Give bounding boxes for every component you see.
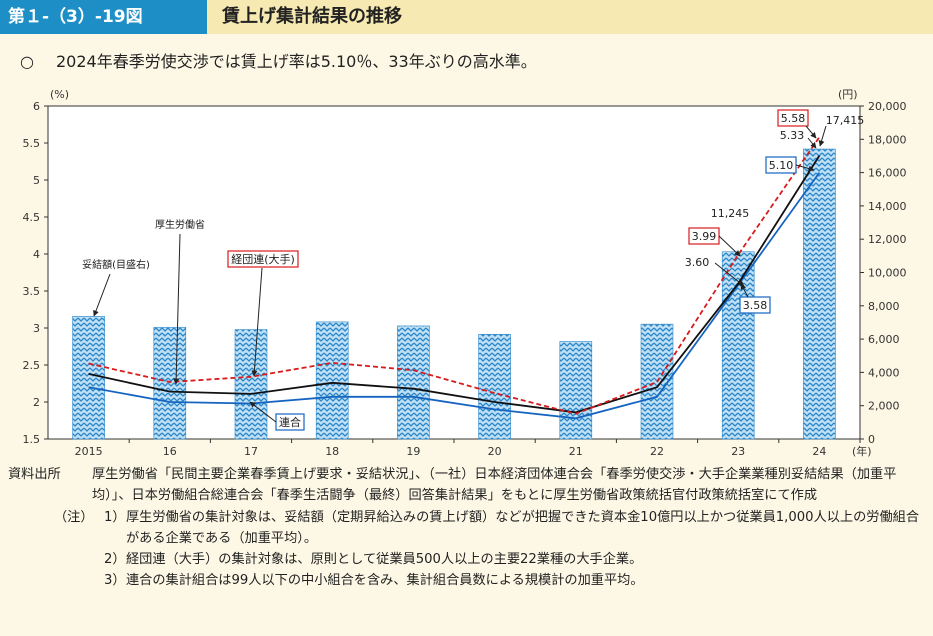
source-label: 資料出所 [8,467,61,482]
bar-16 [153,326,187,440]
legend-keidanren-label-box [227,250,299,268]
annotation-rengo-2023-leader [740,283,749,298]
right-axis-tick-label: 20,000 [868,100,907,113]
summary-line: ○ 2024年春季労使交渉では賃上げ率は5.10％、33年ぶりの高水準。 [20,48,537,72]
legend-keidanren-label: 経団連(大手) [231,252,295,266]
left-axis-tick-label: 2.5 [23,359,41,372]
annotation-bar-2024: 17,415 [826,114,865,127]
note-number: 1） [104,510,126,525]
left-axis-unit: (%) [50,88,69,101]
annotation-bar-2024-leader [818,125,827,147]
annotation-mhlw-2023-leader [714,262,745,287]
annotation-keidanren-2024-box [777,109,809,127]
source-notes: 資料出所 厚生労働省「民間主要企業春季賃上げ要求・妥結状況」、（一社）日本経済団… [8,464,926,591]
x-axis-tick-label: 16 [163,445,177,458]
right-axis-tick-label: 16,000 [868,167,907,180]
annotation-mhlw-2024-leader [807,137,817,149]
annotation-mhlw-2024: 5.33 [780,129,805,142]
series-line-rengo [88,172,821,420]
x-axis-tick-label: 2015 [75,445,103,458]
bar-17 [234,329,268,440]
right-axis-tick-label: 14,000 [868,200,907,213]
bar-18 [315,321,349,440]
right-axis-tick-label: 10,000 [868,267,907,280]
source-text: 厚生労働省「民間主要企業春季賃上げ要求・妥結状況」、（一社）日本経済団体連合会「… [92,467,897,503]
legend-mhlw-leader [173,233,181,385]
left-axis-tick-label: 2 [33,396,40,409]
x-axis-tick-label: 17 [244,445,258,458]
notes-row: （注） 1） 厚生労働省の集計対象は、妥結額（定期昇給込みの賃上げ額）などが把握… [8,507,926,591]
left-axis-tick-label: 1.5 [23,433,41,446]
right-axis-tick-label: 2,000 [868,400,900,413]
right-axis-tick-label: 18,000 [868,133,907,146]
bar-21 [559,341,593,440]
annotation-rengo-2023: 3.58 [743,299,768,312]
x-axis-tick-label: 23 [731,445,745,458]
summary-text: 2024年春季労使交渉では賃上げ率は5.10％、33年ぶりの高水準。 [56,52,537,71]
left-axis-tick-label: 5.5 [23,137,41,150]
note-number: 2） [104,552,126,567]
annotation-keidanren-2023: 3.99 [692,230,717,243]
right-axis-tick-label: 12,000 [868,233,907,246]
left-axis-tick-label: 3.5 [23,285,41,298]
notes-label: （注） [54,510,94,525]
legend-keidanren-leader [251,267,263,377]
annotation-bar-2023: 11,245 [711,207,750,220]
source-row: 資料出所 厚生労働省「民間主要企業春季賃上げ要求・妥結状況」、（一社）日本経済団… [8,464,926,506]
annotation-keidanren-2024: 5.58 [781,112,806,125]
x-axis-tick-label: 20 [488,445,502,458]
legend-rengo-leader [249,401,277,423]
x-axis-tick-label: 19 [406,445,420,458]
right-axis-tick-label: 8,000 [868,300,900,313]
series-line-mhlw [88,155,821,414]
x-axis-unit: (年) [852,444,872,458]
note-text: 連合の集計組合は99人以下の中小組合を含み、集計組合員数による規模計の加重平均。 [126,573,644,588]
bar-19 [397,325,430,440]
bar-20 [478,334,511,440]
right-axis-unit: (円) [838,88,858,101]
x-axis-tick-label: 21 [569,445,583,458]
legend-rengo-label: 連合 [279,415,301,429]
notes-list: 1） 厚生労働省の集計対象は、妥結額（定期昇給込みの賃上げ額）などが把握できた資… [104,507,926,591]
figure-number: 第１-（3）-19図 [0,0,207,34]
left-axis-tick-label: 4 [33,248,40,261]
legend-bars-leader [93,273,111,317]
bar-23 [721,251,755,440]
left-axis-tick-label: 5 [33,174,40,187]
annotation-keidanren-2024-leader [805,125,817,139]
legend-bars-label: 妥結額(目盛右) [82,258,150,271]
annotation-mhlw-2023: 3.60 [685,256,710,269]
left-axis-tick-label: 4.5 [23,211,41,224]
annotation-rengo-2024-leader [795,164,815,172]
annotation-rengo-2024: 5.10 [769,159,794,172]
x-axis-tick-label: 18 [325,445,339,458]
right-axis-tick-label: 4,000 [868,366,900,379]
note-number: 3） [104,573,126,588]
annotation-rengo-2023-box [739,296,771,314]
left-axis-tick-label: 6 [33,100,40,113]
x-axis-tick-label: 24 [812,445,826,458]
bar-24 [803,148,836,440]
chart: 1.5 2 2.5 3 3.5 4 4.5 5 5.5 6 0 2,000 4,000 6,000 8,00… [0,82,933,460]
note-text: 厚生労働省の集計対象は、妥結額（定期昇給込みの賃上げ額）などが把握できた資本金1… [126,510,920,546]
figure-title: 賃上げ集計結果の推移 [222,6,402,27]
note-item: 2） 経団連（大手）の集計対象は、原則として従業員500人以上の主要22業種の大… [104,549,926,570]
x-axis-tick-label: 22 [650,445,664,458]
series-line-keidanren [88,136,821,415]
right-axis-tick-label: 6,000 [868,333,900,346]
note-item: 3） 連合の集計組合は99人以下の中小組合を含み、集計組合員数による規模計の加重… [104,570,926,591]
annotation-keidanren-2023-leader [718,235,741,257]
note-text: 経団連（大手）の集計対象は、原則として従業員500人以上の主要22業種の大手企業… [126,552,643,567]
bar-2015 [72,316,105,440]
note-item: 1） 厚生労働省の集計対象は、妥結額（定期昇給込みの賃上げ額）などが把握できた資… [104,507,926,549]
chart-svg: 1.5 2 2.5 3 3.5 4 4.5 5 5.5 6 0 2,000 4,000 6,000 8,00… [23,88,907,458]
left-axis-tick-label: 3 [33,322,40,335]
figure-header: 第１-（3）-19図 賃上げ集計結果の推移 [0,0,933,34]
summary-bullet: ○ [20,52,34,71]
right-axis-tick-label: 0 [868,433,875,446]
legend-mhlw-label: 厚生労働省 [155,218,205,231]
